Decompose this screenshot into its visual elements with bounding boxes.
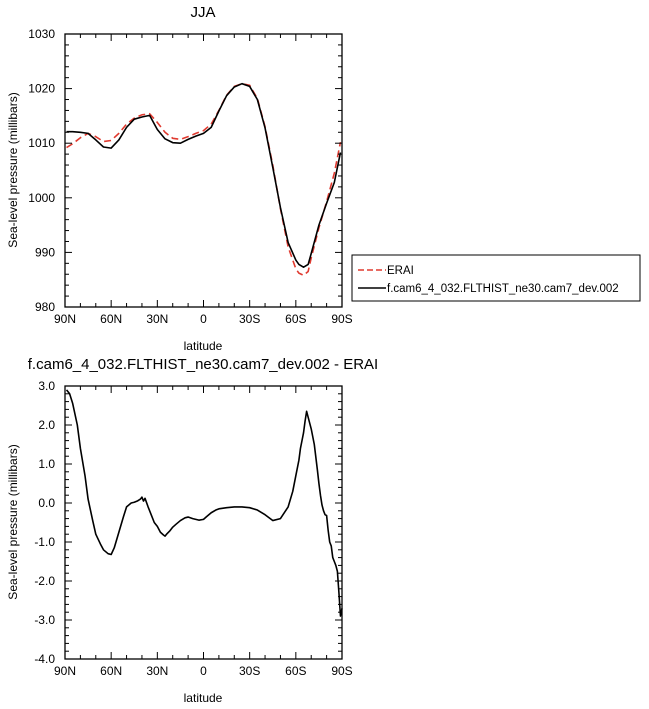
bottom-panel: f.cam6_4_032.FLTHIST_ne30.cam7_dev.002 -… [6, 356, 378, 705]
y-tick-label: 1010 [28, 136, 55, 150]
y-tick-label: 1030 [28, 27, 55, 41]
bottom-chart-title: f.cam6_4_032.FLTHIST_ne30.cam7_dev.002 -… [28, 356, 378, 373]
top-y-axis: 980 990 1000 1010 1020 1030 [28, 27, 342, 314]
x-tick-label: 30N [146, 312, 168, 326]
top-panel: JJA 90N 60N 30N 0 30S 60S 90S 980 990 1000 1010 10… [6, 4, 353, 353]
x-tick-label: 30N [146, 664, 168, 678]
x-tick-label: 60N [100, 664, 122, 678]
y-tick-label: 2.0 [38, 418, 55, 432]
legend: ERAI f.cam6_4_032.FLTHIST_ne30.cam7_dev.… [351, 254, 641, 302]
series-line-f-cam6-4-032-flthist-ne30-cam7-dev-002 [66, 82, 342, 268]
y-tick-label: -1.0 [34, 535, 55, 549]
series-line-difference [65, 389, 343, 617]
legend-box [351, 254, 641, 302]
series-line-erai [66, 82, 342, 277]
x-tick-label: 60S [285, 312, 306, 326]
bottom-plot-area [65, 389, 343, 617]
bottom-x-axis: 90N 60N 30N 0 30S 60S 90S [54, 386, 353, 678]
top-x-axis-label: latitude [184, 339, 223, 353]
top-x-axis: 90N 60N 30N 0 30S 60S 90S [54, 34, 353, 326]
legend-label-erai: ERAI [387, 265, 414, 277]
x-tick-label: 0 [200, 312, 207, 326]
x-tick-label: 0 [200, 664, 207, 678]
y-tick-label: 1.0 [38, 457, 55, 471]
y-tick-label: -2.0 [34, 574, 55, 588]
x-tick-label: 60N [100, 312, 122, 326]
x-tick-label: 90S [331, 312, 352, 326]
bottom-y-axis: -4.0 -3.0 -2.0 -1.0 0.0 1.0 2.0 3.0 [34, 379, 342, 666]
x-tick-label: 60S [285, 664, 306, 678]
top-plot-area [66, 82, 342, 277]
bottom-y-axis-label: Sea-level pressure (millibars) [6, 444, 20, 599]
x-tick-label: 30S [239, 312, 260, 326]
y-tick-label: 980 [35, 300, 55, 314]
y-tick-label: 3.0 [38, 379, 55, 393]
y-tick-label: -4.0 [34, 652, 55, 666]
y-tick-label: 0.0 [38, 496, 55, 510]
y-tick-label: -3.0 [34, 613, 55, 627]
x-tick-label: 90N [54, 664, 76, 678]
x-tick-label: 90N [54, 312, 76, 326]
x-tick-label: 90S [331, 664, 352, 678]
y-tick-label: 1000 [28, 191, 55, 205]
top-chart-title: JJA [190, 4, 215, 21]
bottom-x-axis-label: latitude [184, 691, 223, 705]
x-tick-label: 30S [239, 664, 260, 678]
legend-label-model: f.cam6_4_032.FLTHIST_ne30.cam7_dev.002 [387, 283, 619, 295]
top-y-axis-label: Sea-level pressure (millibars) [6, 92, 20, 247]
y-tick-label: 1020 [28, 82, 55, 96]
y-tick-label: 990 [35, 245, 55, 259]
bottom-plot-frame [64, 385, 343, 660]
